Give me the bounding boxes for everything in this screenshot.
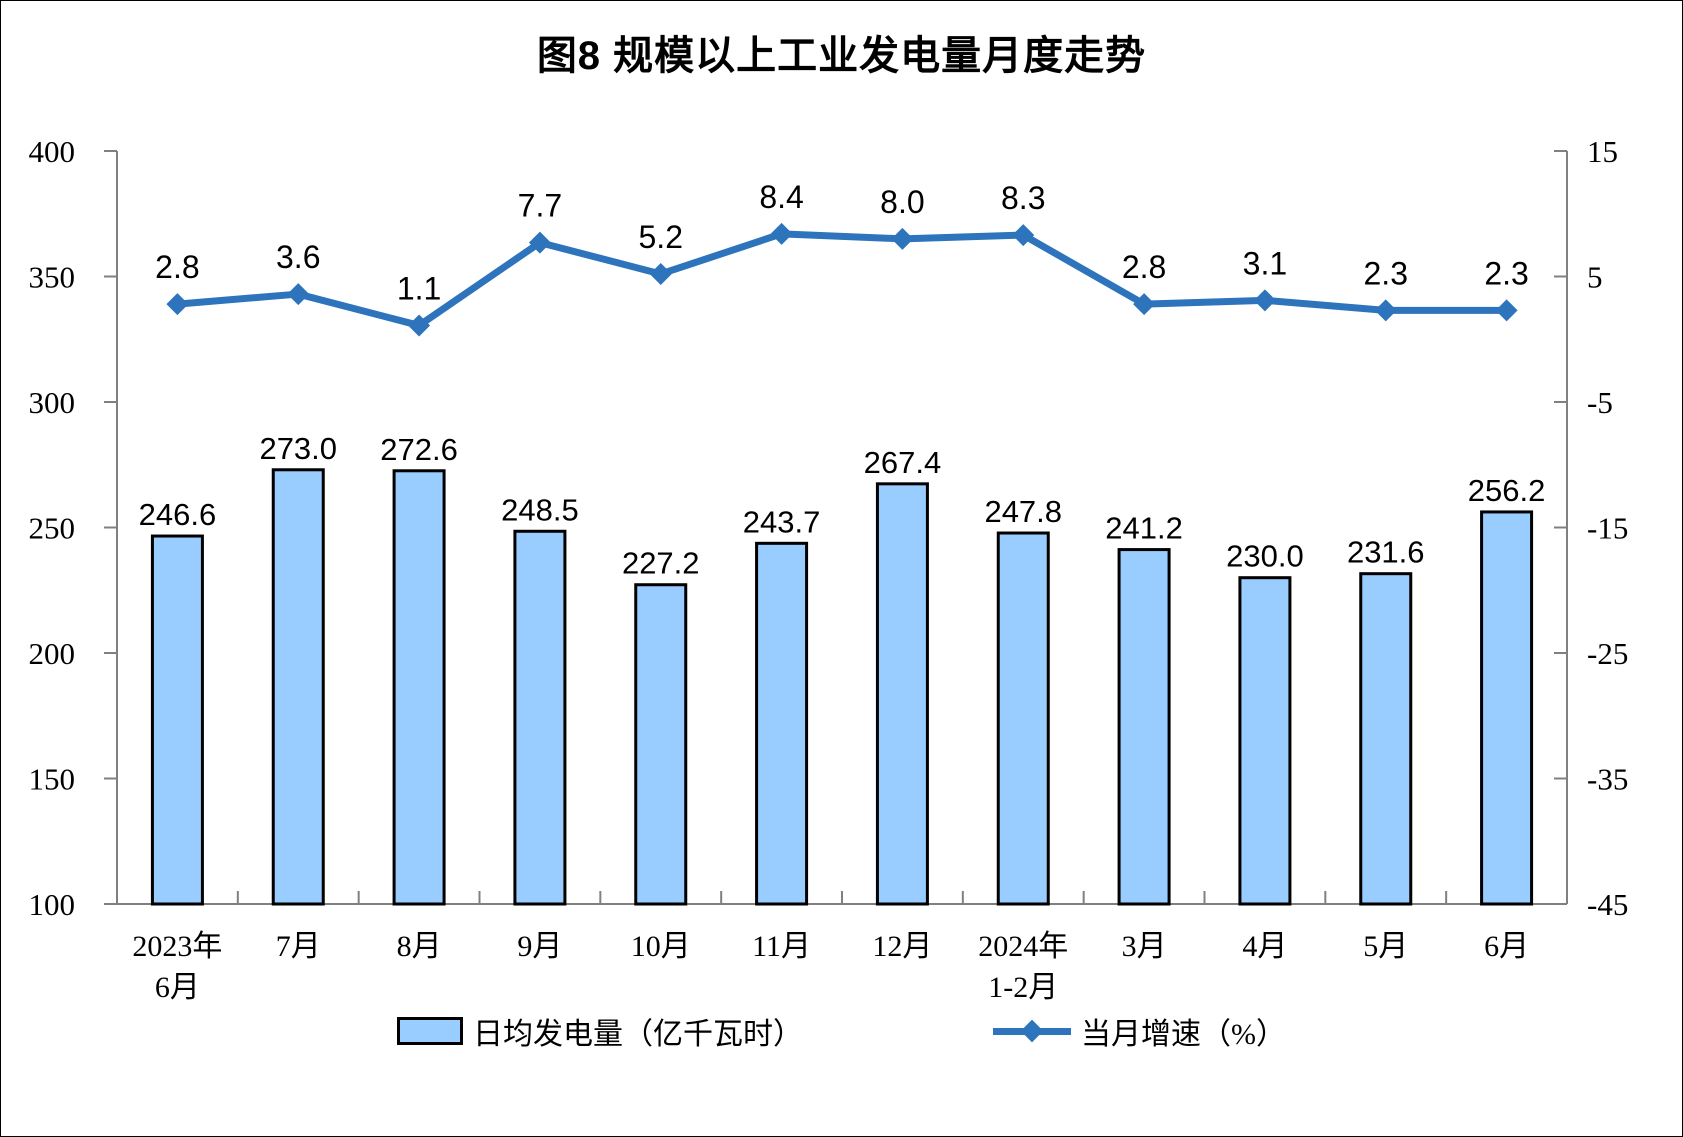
line-marker bbox=[1374, 299, 1397, 322]
right-axis-tick-label: -45 bbox=[1587, 887, 1628, 922]
x-axis-category-label: 8月 bbox=[397, 930, 442, 963]
line-value-label: 1.1 bbox=[397, 270, 441, 306]
line-value-label: 3.6 bbox=[276, 239, 320, 275]
left-axis-tick-label: 200 bbox=[29, 636, 76, 671]
line-marker bbox=[891, 227, 914, 250]
bar-value-label: 247.8 bbox=[984, 494, 1062, 529]
left-axis-tick-label: 250 bbox=[29, 511, 76, 546]
line-series-swatch-icon bbox=[993, 1019, 1071, 1043]
bar-value-label: 243.7 bbox=[743, 504, 821, 539]
line-value-label: 8.4 bbox=[759, 179, 803, 215]
legend: 日均发电量（亿千瓦时） 当月增速（%） bbox=[1, 1009, 1682, 1053]
diamond-marker-icon bbox=[1020, 1019, 1044, 1043]
line-value-label: 2.3 bbox=[1484, 255, 1528, 291]
right-axis-tick-label: 5 bbox=[1587, 260, 1603, 295]
x-axis-category-label: 3月 bbox=[1122, 930, 1167, 963]
bar bbox=[392, 469, 446, 906]
x-axis-category-label: 12月 bbox=[872, 930, 932, 963]
line-marker bbox=[408, 314, 431, 337]
bar-value-label: 272.6 bbox=[380, 432, 458, 467]
bar bbox=[755, 541, 809, 906]
x-axis-category-label: 6月 bbox=[155, 971, 200, 1004]
line-marker bbox=[166, 293, 189, 316]
left-axis-tick-label: 300 bbox=[29, 385, 76, 420]
line-series-legend-label: 当月增速（%） bbox=[1081, 1018, 1286, 1051]
x-axis-category-label: 7月 bbox=[276, 930, 321, 963]
growth-line bbox=[177, 230, 1507, 329]
x-axis-category-label: 2024年 bbox=[978, 930, 1068, 963]
line-value-label: 2.8 bbox=[1122, 249, 1166, 285]
bar-value-label: 267.4 bbox=[864, 445, 942, 480]
x-axis-category-label: 6月 bbox=[1484, 930, 1529, 963]
bar-value-label: 241.2 bbox=[1105, 511, 1183, 546]
bar-value-label: 227.2 bbox=[622, 546, 700, 581]
x-axis-category-label: 11月 bbox=[752, 930, 811, 963]
bar bbox=[271, 468, 325, 906]
bar-value-label: 230.0 bbox=[1226, 539, 1304, 574]
right-axis-tick-label: 15 bbox=[1587, 134, 1618, 169]
line-value-label: 8.0 bbox=[880, 184, 924, 220]
x-axis-category-label: 10月 bbox=[631, 930, 691, 963]
line-marker bbox=[1133, 293, 1156, 316]
bar-value-label: 246.6 bbox=[139, 497, 217, 532]
x-axis-category-label: 1-2月 bbox=[988, 971, 1058, 1004]
line-value-label: 2.8 bbox=[155, 249, 199, 285]
x-axis-category-label: 5月 bbox=[1363, 930, 1408, 963]
left-axis-tick-label: 100 bbox=[29, 887, 76, 922]
line-marker bbox=[1253, 289, 1276, 312]
bar bbox=[634, 583, 688, 906]
line-marker bbox=[287, 283, 310, 306]
bar-value-label: 256.2 bbox=[1468, 473, 1546, 508]
right-axis-tick-label: -15 bbox=[1587, 511, 1628, 546]
line-value-label: 2.3 bbox=[1364, 255, 1408, 291]
left-axis-tick-label: 150 bbox=[29, 762, 76, 797]
bar-value-label: 231.6 bbox=[1347, 535, 1425, 570]
line-marker bbox=[528, 231, 551, 254]
legend-item-bar: 日均发电量（亿千瓦时） bbox=[397, 1009, 803, 1053]
legend-item-line: 当月增速（%） bbox=[993, 1009, 1286, 1053]
bar-value-label: 273.0 bbox=[259, 431, 337, 466]
right-axis-tick-label: -35 bbox=[1587, 762, 1628, 797]
chart-title: 图8 规模以上工业发电量月度走势 bbox=[536, 34, 1147, 78]
bar bbox=[1480, 510, 1534, 906]
left-axis-tick-label: 350 bbox=[29, 260, 76, 295]
right-axis-tick-label: -25 bbox=[1587, 636, 1628, 671]
left-axis-tick-label: 400 bbox=[29, 134, 76, 169]
bar bbox=[1117, 548, 1171, 906]
line-marker bbox=[1012, 224, 1035, 247]
bar bbox=[150, 534, 204, 906]
bar bbox=[996, 531, 1050, 906]
line-value-label: 3.1 bbox=[1243, 245, 1287, 281]
line-marker bbox=[649, 262, 672, 285]
line-value-label: 5.2 bbox=[639, 219, 683, 255]
bar-value-label: 248.5 bbox=[501, 492, 579, 527]
line-marker bbox=[1495, 299, 1518, 322]
bar bbox=[1238, 576, 1292, 906]
line-value-label: 7.7 bbox=[518, 188, 562, 224]
bar-series-legend-label: 日均发电量（亿千瓦时） bbox=[473, 1018, 803, 1051]
bar bbox=[513, 529, 567, 906]
line-value-label: 8.3 bbox=[1001, 180, 1045, 216]
bar-series-swatch-icon bbox=[397, 1017, 463, 1045]
x-axis-category-label: 4月 bbox=[1242, 930, 1287, 963]
x-axis-category-label: 9月 bbox=[517, 930, 562, 963]
x-axis-category-label: 2023年 bbox=[132, 930, 222, 963]
line-marker bbox=[770, 222, 793, 245]
right-axis-tick-label: -5 bbox=[1587, 385, 1613, 420]
bar bbox=[1359, 572, 1413, 906]
plot-area: 400 350 300 250 200 150 100 15 5 -5 -15 -25 -35 -45 20… bbox=[29, 134, 1629, 1004]
bar bbox=[875, 482, 929, 906]
